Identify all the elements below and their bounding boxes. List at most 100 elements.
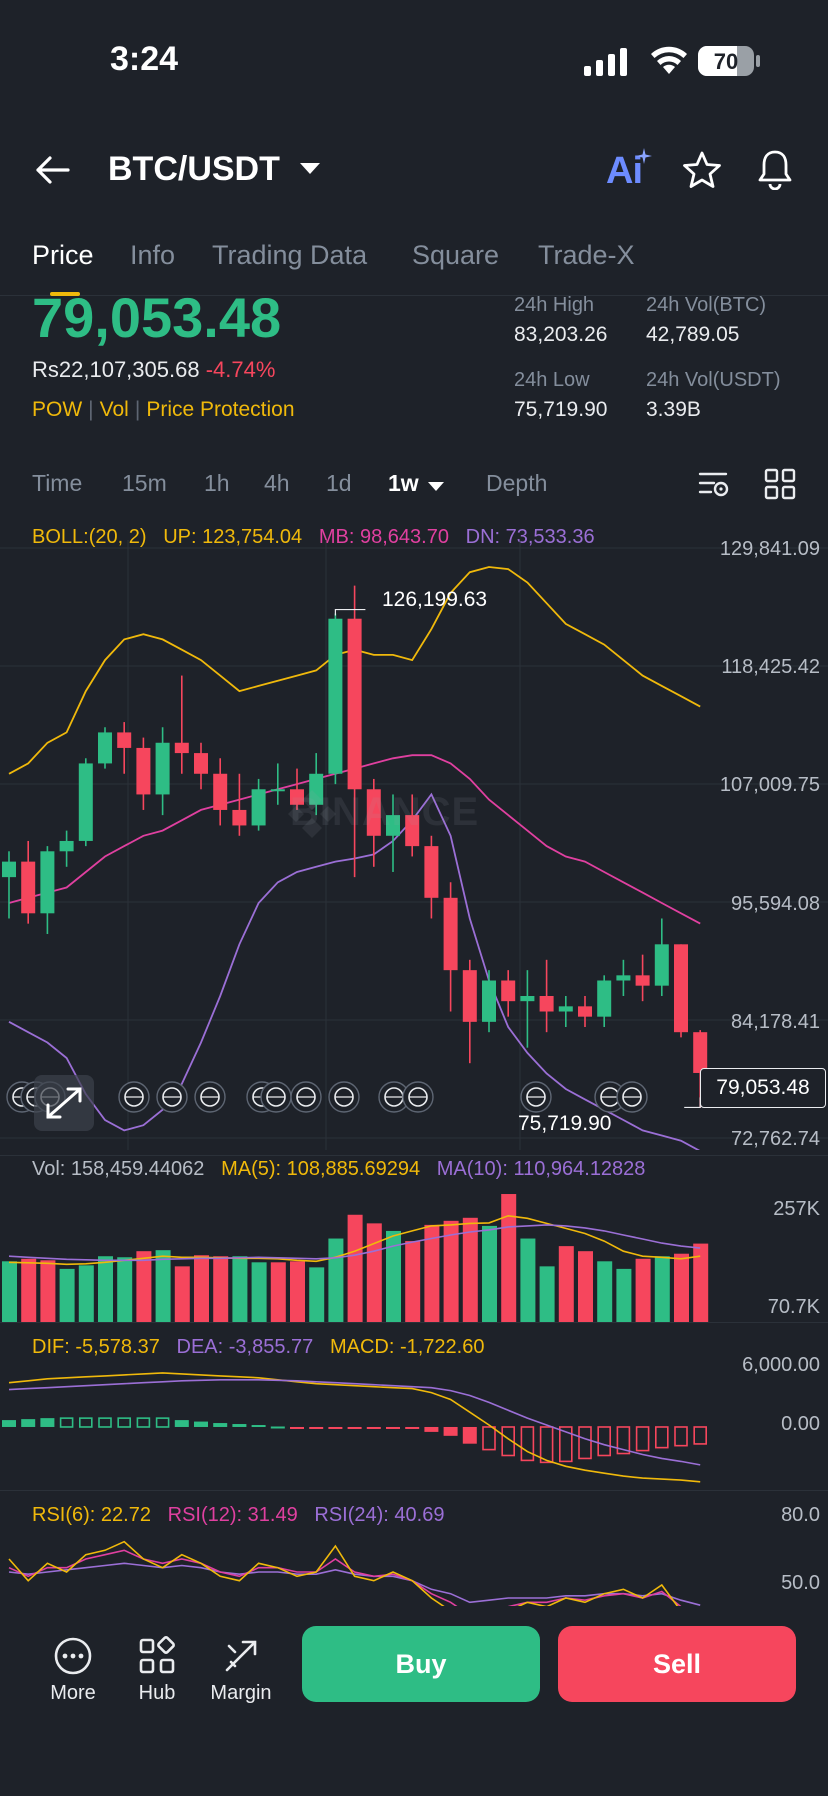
- ai-sparkle-icon: [636, 148, 652, 164]
- macd-dif-line: [8, 1372, 701, 1483]
- volume-bar: [328, 1238, 344, 1322]
- margin-icon: [225, 1640, 257, 1672]
- y-axis-label: 118,425.42: [721, 656, 820, 678]
- volume-bar: [366, 1223, 382, 1322]
- volume-ma10-line: [8, 1224, 701, 1262]
- macd-histogram-bar: [501, 1426, 516, 1457]
- binance-logo-watermark-icon: [288, 790, 336, 838]
- hub-button[interactable]: Hub: [117, 1636, 197, 1705]
- macd-histogram-bar: [578, 1426, 592, 1460]
- candle-body: [635, 975, 650, 986]
- macd-histogram-bar: [232, 1424, 247, 1427]
- tab-info[interactable]: Info: [130, 240, 176, 270]
- candle-body: [386, 815, 400, 836]
- macd-histogram-bar: [174, 1420, 189, 1427]
- volume-bar: [174, 1266, 190, 1322]
- volume-bar: [213, 1256, 229, 1322]
- candlestick-chart[interactable]: [0, 540, 828, 1150]
- volume-bar: [443, 1220, 459, 1322]
- macd-chart[interactable]: [0, 1362, 828, 1490]
- sell-button[interactable]: Sell: [558, 1626, 796, 1702]
- candle-body: [597, 980, 612, 1017]
- hub-label: Hub: [138, 1682, 176, 1704]
- chevron-down-icon[interactable]: [300, 163, 320, 174]
- candle-body: [482, 980, 496, 1022]
- candle-body: [693, 1032, 708, 1073]
- volume-bar: [194, 1255, 209, 1322]
- candle-body: [40, 851, 55, 914]
- tf-15m[interactable]: 15m: [122, 470, 167, 496]
- tag-pow[interactable]: POW: [32, 398, 83, 421]
- macd-histogram-bar: [155, 1417, 170, 1428]
- divider: [0, 1322, 828, 1323]
- candle-body: [232, 809, 247, 826]
- candle-body: [174, 742, 189, 754]
- high-leader-line: [334, 608, 366, 616]
- tf-depth[interactable]: Depth: [486, 470, 548, 496]
- boll-legend: BOLL:(20, 2) UP: 123,754.04 MB: 98,643.7…: [32, 526, 595, 549]
- tf-time[interactable]: Time: [32, 470, 83, 496]
- volume-chart[interactable]: [0, 1186, 828, 1322]
- boll-mb: MB: 98,643.70: [318, 526, 449, 548]
- candle-body: [539, 996, 554, 1012]
- macd-legend: DIF: -5,578.37 DEA: -3,855.77 MACD: -1,7…: [32, 1336, 484, 1359]
- tag-vol[interactable]: Vol: [99, 398, 129, 421]
- tf-1w[interactable]: 1w: [388, 470, 419, 496]
- volume-bar: [21, 1258, 37, 1322]
- candle-body: [21, 861, 36, 914]
- bell-icon[interactable]: [756, 148, 794, 190]
- tag-price-protection[interactable]: Price Protection: [146, 398, 295, 421]
- volume-bar: [693, 1243, 709, 1322]
- tf-1d[interactable]: 1d: [326, 470, 352, 496]
- current-price-tag[interactable]: 79,053.48: [700, 1068, 826, 1108]
- macd-histogram-bar: [674, 1426, 688, 1447]
- battery-indicator: 70: [698, 46, 754, 76]
- layout-grid-icon[interactable]: [764, 468, 796, 500]
- more-button[interactable]: More: [33, 1636, 113, 1705]
- candle-body: [290, 789, 304, 805]
- candle-body: [309, 773, 324, 805]
- macd-dif: DIF: -5,578.37: [32, 1336, 160, 1358]
- candle-body: [424, 846, 439, 898]
- indicator-settings-icon[interactable]: [698, 468, 730, 500]
- tab-trading-data[interactable]: Trading Data: [212, 240, 368, 270]
- candle-body: [136, 747, 151, 795]
- expand-icon: [46, 1087, 82, 1119]
- macd-histogram-bar: [347, 1426, 362, 1429]
- macd-histogram-bar: [79, 1417, 93, 1428]
- candle-body: [501, 980, 516, 1002]
- macd-histogram-bar: [328, 1426, 343, 1429]
- rsi12-line: [8, 1549, 682, 1606]
- rsi-6: RSI(6): 22.72: [32, 1504, 151, 1526]
- vol-ma10: MA(10): 110,964.12828: [436, 1158, 646, 1180]
- tf-dropdown-caret-icon[interactable]: [428, 482, 444, 491]
- volume-bar: [597, 1261, 613, 1322]
- rsi-chart[interactable]: [0, 1530, 828, 1606]
- tab-square[interactable]: Square: [412, 240, 500, 270]
- pair-selector[interactable]: BTC/USDT: [108, 150, 280, 188]
- star-icon[interactable]: [682, 150, 722, 190]
- candle-body: [194, 753, 208, 774]
- macd-histogram-bar: [558, 1426, 573, 1463]
- ai-button[interactable]: Ai: [606, 150, 643, 192]
- margin-button[interactable]: Margin: [201, 1636, 281, 1705]
- candle-body: [155, 742, 170, 795]
- candle-body: [98, 732, 112, 764]
- macd-histogram-bar: [194, 1421, 208, 1427]
- vol-btc-label: 24h Vol(BTC): [646, 294, 767, 316]
- volume-bar: [539, 1266, 555, 1322]
- tab-price[interactable]: Price: [32, 240, 94, 270]
- tf-4h[interactable]: 4h: [264, 470, 290, 496]
- volume-bar: [309, 1267, 325, 1322]
- price-tags: POW | Vol | Price Protection: [32, 398, 295, 421]
- fullscreen-button[interactable]: [34, 1075, 94, 1131]
- boll-dn: DN: 73,533.36: [465, 526, 595, 548]
- rsi24-line: [8, 1562, 701, 1606]
- margin-label: Margin: [210, 1682, 272, 1704]
- tf-1h[interactable]: 1h: [204, 470, 230, 496]
- back-arrow-icon[interactable]: [34, 154, 70, 186]
- low-value: 75,719.90: [514, 398, 608, 421]
- buy-button[interactable]: Buy: [302, 1626, 540, 1702]
- candle-body: [59, 840, 74, 852]
- tab-trade-x[interactable]: Trade-X: [538, 240, 635, 270]
